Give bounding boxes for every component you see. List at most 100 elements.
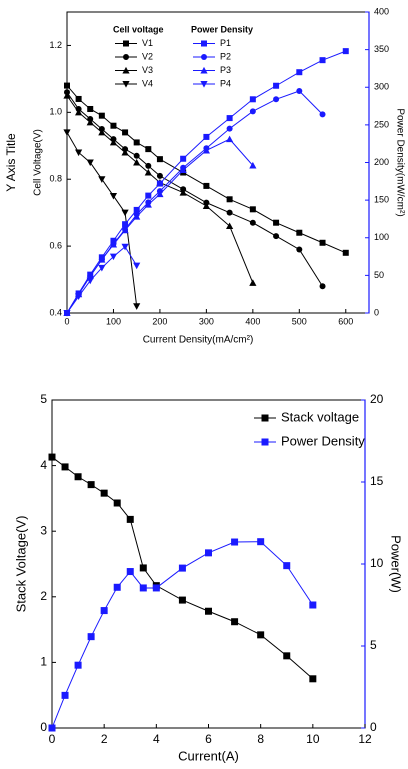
series-line xyxy=(66,50,346,314)
marker xyxy=(100,607,108,615)
marker xyxy=(257,538,265,546)
marker xyxy=(113,499,121,507)
marker xyxy=(122,81,130,88)
marker xyxy=(145,146,152,153)
marker xyxy=(133,152,140,159)
y-tick-label: 4 xyxy=(40,458,47,472)
marker xyxy=(98,128,106,136)
marker xyxy=(86,277,94,285)
y-tick-label: 2 xyxy=(40,589,47,603)
plot-frame xyxy=(66,11,370,314)
marker xyxy=(202,202,210,209)
marker xyxy=(109,138,118,146)
y2-tick-label: 150 xyxy=(374,195,389,205)
legend-label: V1 xyxy=(142,38,153,48)
marker xyxy=(109,253,118,261)
marker xyxy=(126,515,134,523)
marker xyxy=(113,583,121,591)
marker xyxy=(200,66,208,74)
marker xyxy=(133,206,140,213)
marker xyxy=(273,82,280,89)
marker xyxy=(152,584,160,592)
marker xyxy=(296,246,303,253)
marker xyxy=(86,272,94,280)
marker xyxy=(156,156,163,163)
marker xyxy=(123,54,129,60)
marker xyxy=(249,108,256,115)
x-axis-label: Current Density(mA/cm²) xyxy=(143,335,254,346)
marker xyxy=(144,201,152,208)
marker xyxy=(342,48,349,55)
y2-tick-label: 50 xyxy=(374,270,384,280)
marker xyxy=(273,96,280,103)
marker xyxy=(121,243,129,251)
marker xyxy=(133,303,141,310)
marker xyxy=(203,182,210,189)
marker xyxy=(133,213,141,220)
marker xyxy=(273,219,280,226)
y2-tick-label: 300 xyxy=(374,82,389,92)
marker xyxy=(231,618,239,626)
legend-label: P2 xyxy=(220,51,231,61)
marker xyxy=(178,564,186,572)
marker xyxy=(75,95,82,102)
legend-label: P4 xyxy=(220,78,231,88)
marker xyxy=(319,283,326,290)
marker xyxy=(48,453,56,461)
y2-tick-label: 15 xyxy=(370,474,384,488)
marker xyxy=(110,122,117,129)
marker xyxy=(156,190,164,198)
marker xyxy=(200,81,208,88)
marker xyxy=(226,196,233,203)
marker xyxy=(226,222,234,230)
marker xyxy=(87,633,95,641)
marker xyxy=(122,129,129,136)
marker xyxy=(202,146,210,154)
marker xyxy=(133,158,141,166)
marker xyxy=(342,249,349,256)
y-tick-label: 1.0 xyxy=(49,107,62,117)
marker xyxy=(75,293,83,301)
marker xyxy=(226,125,233,132)
y-tick-label: 3 xyxy=(40,523,47,537)
x-tick-label: 200 xyxy=(152,316,167,326)
series-line xyxy=(66,91,323,287)
series-line xyxy=(66,132,138,307)
marker xyxy=(133,262,141,270)
y2-axis-label: Power(W) xyxy=(389,535,404,593)
marker xyxy=(201,54,207,60)
marker xyxy=(86,118,94,126)
marker xyxy=(100,489,108,497)
legend-label: V3 xyxy=(142,65,153,75)
marker xyxy=(61,691,69,699)
marker xyxy=(74,661,82,669)
marker xyxy=(122,66,130,74)
series-line xyxy=(66,90,323,314)
y-tick-label: 0.6 xyxy=(49,240,62,250)
y2-tick-label: 20 xyxy=(370,392,384,406)
y2-tick-label: 5 xyxy=(370,638,377,652)
marker xyxy=(180,155,187,162)
x-tick-label: 500 xyxy=(292,316,307,326)
marker xyxy=(249,96,256,103)
marker xyxy=(64,82,70,89)
x-tick-label: 10 xyxy=(306,732,320,746)
marker xyxy=(319,239,326,246)
marker xyxy=(121,148,129,156)
x-tick-label: 4 xyxy=(153,732,160,746)
marker xyxy=(261,438,269,446)
y-tick-label: 0 xyxy=(40,720,47,734)
marker xyxy=(257,631,265,639)
legend-title: Cell voltage xyxy=(113,24,164,34)
x-tick-label: 400 xyxy=(245,316,260,326)
marker xyxy=(63,129,71,136)
marker xyxy=(144,168,152,176)
marker xyxy=(123,40,129,47)
legend-label: Stack voltage xyxy=(281,409,359,424)
legend-label: V2 xyxy=(142,51,153,61)
marker xyxy=(226,209,233,216)
y-tick-label: 1 xyxy=(40,655,47,669)
marker xyxy=(249,219,256,226)
y-tick-label: 5 xyxy=(40,392,47,406)
